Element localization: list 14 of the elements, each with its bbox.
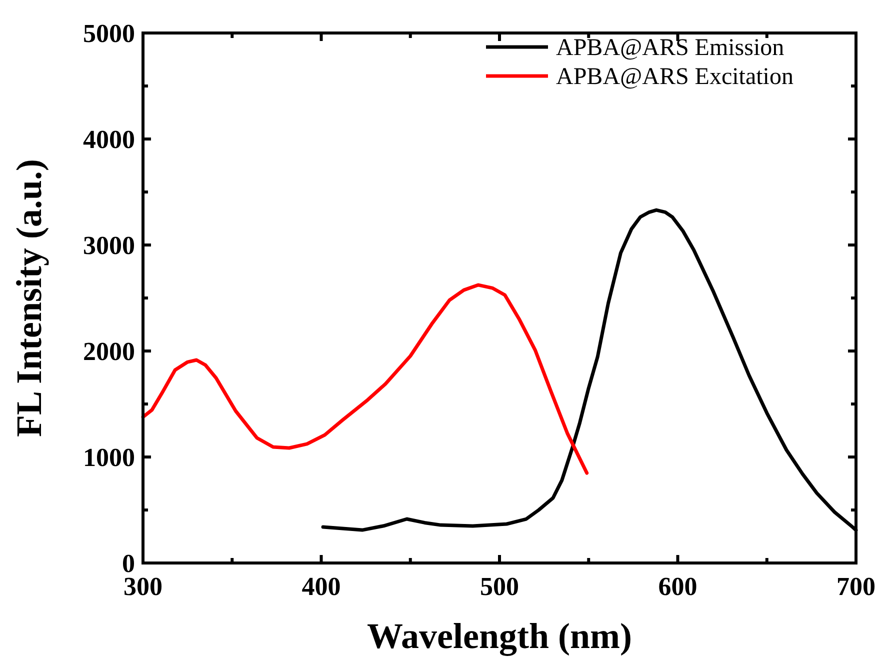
x-tick-label: 500 xyxy=(480,572,519,601)
legend-label: APBA@ARS Emission xyxy=(556,35,784,61)
y-tick-label: 5000 xyxy=(83,19,135,48)
x-axis-title: Wavelength (nm) xyxy=(367,616,632,656)
y-axis-title: FL Intensity (a.u.) xyxy=(9,158,49,438)
x-tick-label: 700 xyxy=(836,572,876,601)
legend-label: APBA@ARS Excitation xyxy=(556,64,794,90)
y-tick-label: 3000 xyxy=(83,231,135,260)
x-tick-label: 600 xyxy=(658,572,698,601)
y-tick-label: 4000 xyxy=(83,125,135,154)
x-tick-label: 400 xyxy=(302,572,341,601)
line-series xyxy=(141,283,589,475)
y-tick-label: 1000 xyxy=(83,443,135,472)
y-tick-label: 2000 xyxy=(83,337,135,366)
